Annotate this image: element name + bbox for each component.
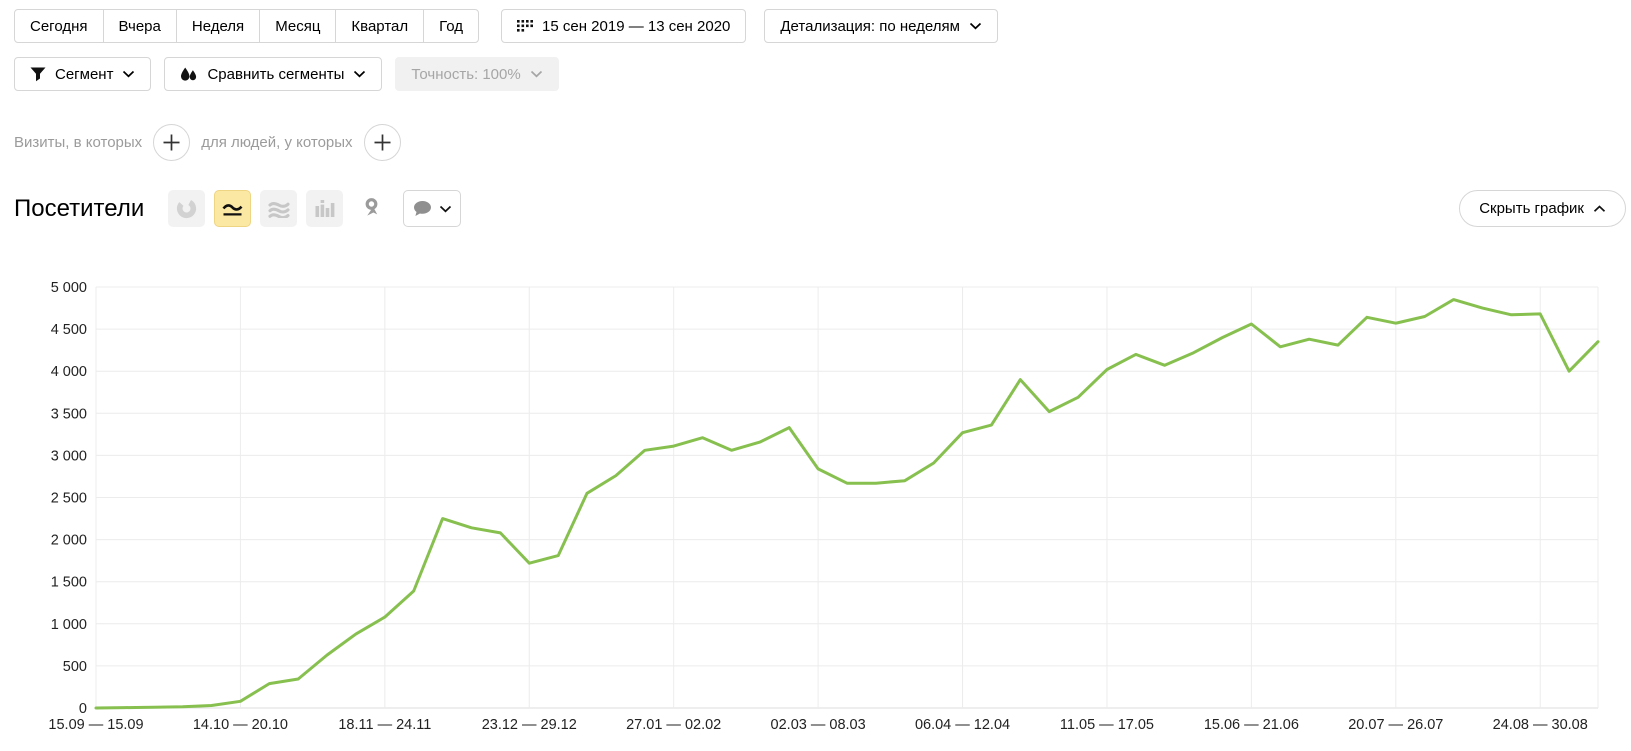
date-preset-group: Сегодня Вчера Неделя Месяц Квартал Год <box>14 9 480 43</box>
x-axis-label: 15.09 — 15.09 <box>48 717 143 733</box>
segment-label: Сегмент <box>55 65 114 83</box>
page-title: Посетители <box>14 194 145 222</box>
hide-chart-button[interactable]: Скрыть график <box>1459 190 1626 227</box>
date-picker-button[interactable]: 15 сен 2019 — 13 сен 2020 <box>501 9 747 43</box>
hide-chart-label: Скрыть график <box>1479 200 1584 217</box>
visitors-line-chart-svg: 0 500 1 000 1 500 2 000 2 500 3 000 3 500 4 000 4… <box>48 280 1600 733</box>
chart-type-area-button[interactable] <box>260 190 298 227</box>
columns-chart-icon <box>314 199 335 218</box>
chevron-down-icon <box>969 22 982 30</box>
x-axis-label: 15.06 — 21.06 <box>1204 717 1299 733</box>
chart-header-row: Посетители <box>14 190 1631 227</box>
y-axis-label: 0 <box>79 701 87 717</box>
accuracy-button[interactable]: Точность: 100% <box>395 57 559 91</box>
person-pin-icon <box>361 197 381 220</box>
y-axis-label: 3 000 <box>51 448 87 464</box>
y-axis-label: 1 500 <box>51 575 87 591</box>
visitors-chart: 0 500 1 000 1 500 2 000 2 500 3 000 3 500 4 000 4… <box>0 260 1631 746</box>
drops-icon <box>180 67 198 82</box>
visitors-series-line[interactable] <box>94 298 1600 710</box>
y-axis-label: 2 000 <box>51 533 87 549</box>
chart-type-pie-button[interactable] <box>168 190 206 227</box>
detalization-button[interactable]: Детализация: по неделям <box>764 9 998 43</box>
visits-filter-label: Визиты, в которых <box>14 134 143 151</box>
chart-type-columns-button[interactable] <box>306 190 344 227</box>
comments-dropdown-button[interactable] <box>403 190 462 227</box>
detalization-label: Детализация: по неделям <box>780 17 960 35</box>
chevron-down-icon <box>530 70 543 78</box>
segment-button[interactable]: Сегмент <box>14 57 152 91</box>
x-axis-label: 06.04 — 12.04 <box>915 717 1010 733</box>
preset-year-button[interactable]: Год <box>423 9 480 43</box>
toolbar-segments: Сегмент Сравнить сегменты Точность: 100% <box>14 57 559 91</box>
line-chart-icon <box>221 199 244 218</box>
y-axis-label: 1 000 <box>51 617 87 633</box>
compare-segments-button[interactable]: Сравнить сегменты <box>164 57 383 91</box>
x-axis-label: 20.07 — 26.07 <box>1348 717 1443 733</box>
y-axis-label: 500 <box>63 659 87 675</box>
calendar-grid-icon <box>517 19 534 33</box>
y-axis-label: 3 500 <box>51 406 87 422</box>
chevron-down-icon <box>122 70 135 78</box>
chart-type-map-button[interactable] <box>352 190 389 227</box>
add-visit-condition-button[interactable] <box>153 124 191 161</box>
compare-segments-label: Сравнить сегменты <box>207 65 345 83</box>
add-people-condition-button[interactable] <box>363 124 401 161</box>
stacked-area-icon <box>268 200 290 218</box>
x-axis-label: 14.10 — 20.10 <box>193 717 288 733</box>
plus-icon <box>373 133 392 152</box>
chevron-down-icon <box>353 70 366 78</box>
preset-quarter-button[interactable]: Квартал <box>335 9 425 43</box>
plus-icon <box>162 133 181 152</box>
filter-builder-row: Визиты, в которых для людей, у которых <box>14 124 412 161</box>
chart-type-line-button[interactable] <box>214 190 252 227</box>
preset-week-button[interactable]: Неделя <box>175 9 261 43</box>
preset-month-button[interactable]: Месяц <box>259 9 337 43</box>
funnel-icon <box>30 67 46 82</box>
toolbar-dates: Сегодня Вчера Неделя Месяц Квартал Год 1… <box>14 9 998 43</box>
chart-type-switcher <box>168 190 462 227</box>
date-range-value: 15 сен 2019 — 13 сен 2020 <box>542 17 731 35</box>
y-axis-label: 4 500 <box>51 322 87 338</box>
chevron-down-icon <box>439 205 452 213</box>
x-axis-label: 18.11 — 24.11 <box>338 717 431 733</box>
comment-bubble-icon <box>413 200 432 217</box>
x-axis-label: 23.12 — 29.12 <box>482 717 577 733</box>
preset-yesterday-button[interactable]: Вчера <box>102 9 177 43</box>
preset-today-button[interactable]: Сегодня <box>14 9 104 43</box>
x-axis-label: 27.01 — 02.02 <box>626 717 721 733</box>
pie-chart-icon <box>176 198 197 219</box>
chevron-up-icon <box>1593 204 1606 213</box>
y-axis-label: 2 500 <box>51 491 87 507</box>
people-filter-label: для людей, у которых <box>201 134 353 151</box>
accuracy-label: Точность: 100% <box>411 65 521 83</box>
y-axis-label: 4 000 <box>51 364 87 380</box>
x-axis-label: 02.03 — 08.03 <box>771 717 866 733</box>
y-axis-label: 5 000 <box>51 280 87 296</box>
x-axis-label: 11.05 — 17.05 <box>1060 717 1154 733</box>
x-axis-label: 24.08 — 30.08 <box>1493 717 1588 733</box>
